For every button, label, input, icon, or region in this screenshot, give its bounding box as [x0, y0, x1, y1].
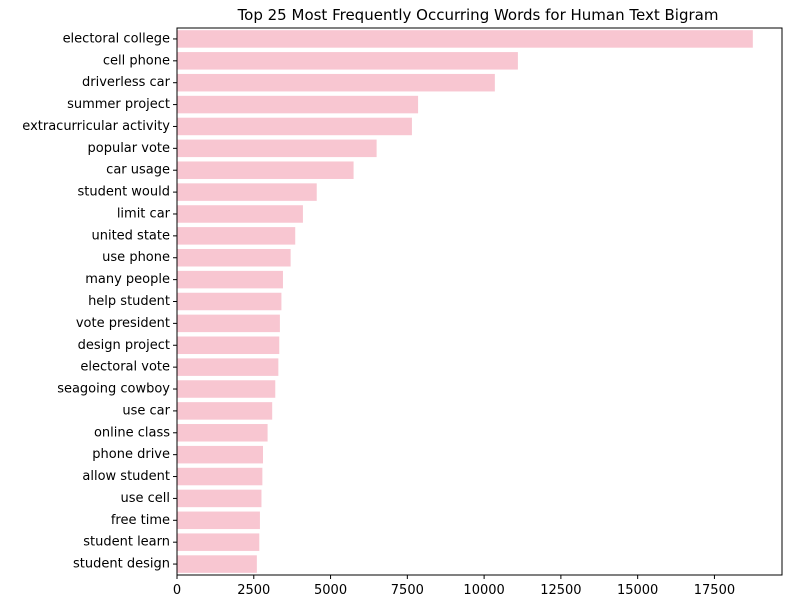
y-tick-label: seagoing cowboy — [57, 382, 170, 397]
x-tick-label: 10000 — [463, 583, 504, 598]
x-tick-label: 17500 — [694, 583, 735, 598]
bar — [177, 358, 279, 376]
x-tick-label: 15000 — [617, 583, 658, 598]
y-tick-label: vote president — [76, 316, 170, 331]
y-tick-label: use cell — [120, 491, 170, 506]
bar — [177, 402, 273, 420]
y-tick-label: limit car — [117, 206, 171, 221]
x-tick-label: 7500 — [391, 583, 424, 598]
bar — [177, 30, 753, 48]
bar — [177, 380, 276, 398]
y-tick-label: student would — [77, 185, 170, 200]
bar — [177, 424, 268, 442]
x-tick-label: 12500 — [540, 583, 581, 598]
x-tick-label: 0 — [173, 583, 181, 598]
plot-frame — [176, 27, 783, 576]
bar — [177, 227, 296, 245]
bars-layer — [177, 30, 753, 573]
bar — [177, 52, 518, 70]
bar — [177, 292, 282, 311]
bar — [177, 73, 495, 92]
axes-frame — [176, 27, 783, 576]
y-tick-label: car usage — [106, 163, 170, 178]
y-tick-label: driverless car — [82, 75, 171, 90]
chart-title: Top 25 Most Frequently Occurring Words f… — [237, 6, 719, 24]
x-axis-ticks: 0 2500 5000 7500 10000 12500 15000 17500 — [173, 575, 735, 598]
y-tick-label: cell phone — [103, 53, 170, 68]
bar — [177, 336, 280, 355]
y-tick-label: student learn — [83, 535, 170, 550]
bar — [177, 205, 303, 223]
bar — [177, 270, 283, 289]
y-tick-label: electoral vote — [80, 360, 170, 375]
y-tick-label: free time — [111, 513, 170, 528]
y-tick-label: design project — [78, 338, 170, 353]
y-tick-label: help student — [88, 294, 170, 309]
bar — [177, 139, 377, 158]
bar — [177, 183, 317, 201]
y-tick-label: student design — [73, 557, 170, 572]
y-tick-label: electoral college — [63, 31, 170, 46]
y-tick-label: united state — [91, 228, 170, 243]
y-tick-label: online class — [94, 425, 170, 440]
y-tick-label: many people — [85, 272, 170, 287]
y-tick-label: phone drive — [92, 447, 170, 462]
bar — [177, 314, 280, 333]
bar — [177, 95, 419, 114]
x-tick-label: 5000 — [314, 583, 347, 598]
bar — [177, 117, 412, 136]
bar — [177, 555, 257, 573]
y-tick-label: use phone — [102, 250, 170, 265]
bar — [177, 445, 263, 464]
y-tick-label: summer project — [67, 97, 170, 112]
y-tick-label: allow student — [82, 469, 170, 484]
bar — [177, 489, 262, 508]
y-tick-label: popular vote — [88, 141, 171, 156]
bar — [177, 161, 354, 179]
bar — [177, 467, 263, 486]
bar — [177, 533, 260, 551]
bar — [177, 511, 260, 530]
bar — [177, 248, 291, 267]
y-axis-ticks: electoral college cell phone driverless ca… — [22, 31, 177, 572]
x-tick-label: 2500 — [237, 583, 270, 598]
y-tick-label: extracurricular activity — [22, 119, 170, 134]
y-tick-label: use car — [122, 403, 170, 418]
